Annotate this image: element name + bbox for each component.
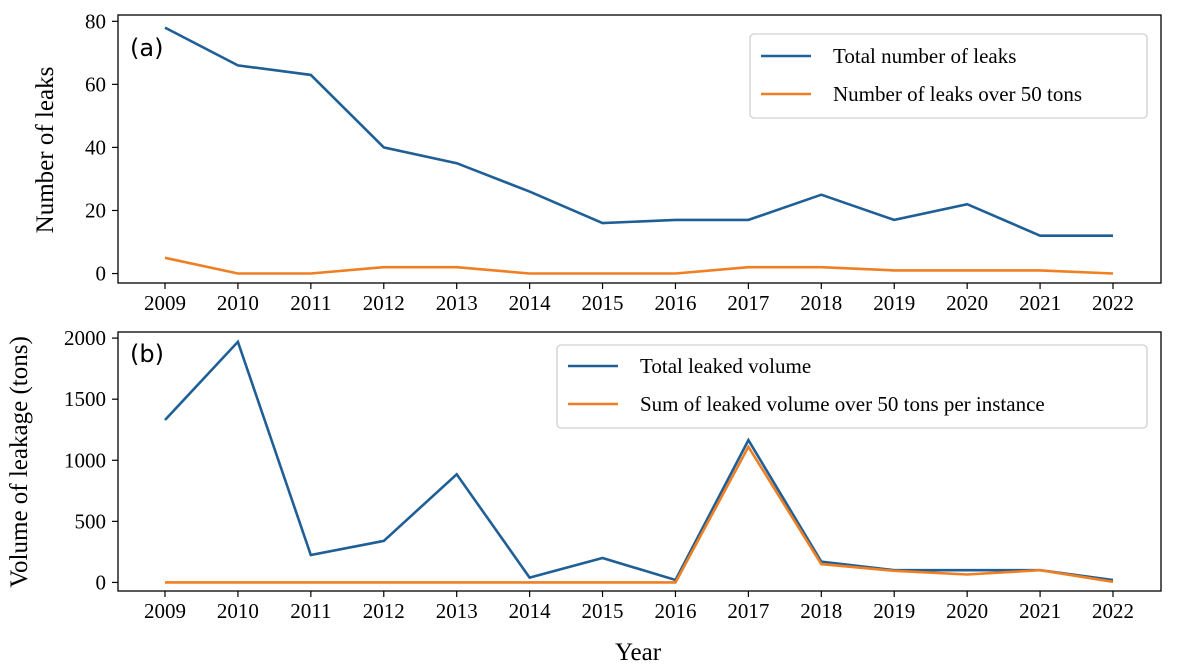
x-tick-label-a-12: 2021 <box>1019 291 1061 315</box>
series-line-b-0 <box>164 339 1114 582</box>
x-tick-label-b-6: 2015 <box>582 599 624 623</box>
series-line-a-0 <box>164 26 1113 237</box>
legend-a: Total number of leaks Number of leaks ov… <box>749 33 1148 119</box>
x-tick-label-a-4: 2013 <box>436 291 478 315</box>
x-tick-label-a-13: 2022 <box>1092 291 1134 315</box>
x-tick-label-a-7: 2016 <box>654 291 696 315</box>
chart-panel-a: 2009 2010 2011 2012 2013 2014 2015 2016 2017 2018… <box>32 9 1162 315</box>
x-tick-label-a-0: 2009 <box>144 291 186 315</box>
y-tick-label-a-2: 40 <box>85 135 106 159</box>
y-axis-b: 0 500 1000 1500 2000 <box>64 326 118 594</box>
x-tick-label-a-2: 2011 <box>290 291 331 315</box>
x-tick-label-b-10: 2019 <box>873 599 915 623</box>
y-tick-label-a-1: 20 <box>85 198 106 222</box>
x-tick-label-b-4: 2013 <box>436 599 478 623</box>
legend-label-b-0: Total leaked volume <box>640 354 811 378</box>
x-tick-label-a-8: 2017 <box>727 291 769 315</box>
legend-label-a-1: Number of leaks over 50 tons <box>833 82 1082 106</box>
series-line-b-1 <box>165 444 1114 584</box>
x-axis-label-b: Year <box>615 639 662 666</box>
chart-panel-b: 2009 2010 2011 2012 2013 2014 2015 2016 2017 2018… <box>6 326 1162 666</box>
x-tick-label-b-2: 2011 <box>290 599 331 623</box>
y-tick-label-b-0: 0 <box>96 570 107 594</box>
y-axis-label-a: Number of leaks <box>32 67 59 234</box>
panel-label-a: (a) <box>130 34 163 62</box>
x-tick-label-a-3: 2012 <box>363 291 405 315</box>
x-tick-label-b-3: 2012 <box>363 599 405 623</box>
series-line-a-1 <box>164 256 1114 275</box>
y-tick-label-b-4: 2000 <box>64 326 106 350</box>
x-tick-label-a-5: 2014 <box>509 291 552 315</box>
x-tick-label-a-11: 2020 <box>946 291 988 315</box>
y-tick-label-a-4: 80 <box>85 9 106 33</box>
x-tick-label-b-5: 2014 <box>509 599 552 623</box>
x-tick-label-b-1: 2010 <box>217 599 259 623</box>
y-axis-label-b: Volume of leakage (tons) <box>6 336 33 588</box>
series-lines-a <box>164 26 1114 275</box>
x-tick-label-b-8: 2017 <box>727 599 769 623</box>
y-tick-label-b-3: 1500 <box>64 387 106 411</box>
x-axis-b: 2009 2010 2011 2012 2013 2014 2015 2016 2017 2018… <box>144 591 1134 623</box>
x-tick-label-b-0: 2009 <box>144 599 186 623</box>
x-tick-label-b-12: 2021 <box>1019 599 1061 623</box>
legend-box-b <box>556 344 1148 429</box>
x-tick-label-a-6: 2015 <box>582 291 624 315</box>
legend-label-a-0: Total number of leaks <box>833 44 1016 68</box>
series-lines-b <box>164 339 1114 584</box>
x-tick-label-a-9: 2018 <box>800 291 842 315</box>
y-tick-label-a-3: 60 <box>85 72 106 96</box>
x-tick-label-b-11: 2020 <box>946 599 988 623</box>
x-tick-label-b-7: 2016 <box>654 599 696 623</box>
x-tick-label-b-13: 2022 <box>1092 599 1134 623</box>
legend-label-b-1: Sum of leaked volume over 50 tons per in… <box>640 392 1045 416</box>
y-tick-label-a-0: 0 <box>96 262 107 286</box>
x-tick-label-a-1: 2010 <box>217 291 259 315</box>
y-tick-label-b-2: 1000 <box>64 448 106 472</box>
panel-label-b: (b) <box>130 340 164 368</box>
x-tick-label-a-10: 2019 <box>873 291 915 315</box>
x-tick-label-b-9: 2018 <box>800 599 842 623</box>
x-axis-a: 2009 2010 2011 2012 2013 2014 2015 2016 2017 2018… <box>144 283 1134 315</box>
y-tick-label-b-1: 500 <box>75 509 107 533</box>
legend-box-a <box>749 33 1148 119</box>
y-axis-a: 0 20 40 60 80 <box>85 9 118 286</box>
legend-b: Total leaked volume Sum of leaked volume… <box>556 344 1148 429</box>
